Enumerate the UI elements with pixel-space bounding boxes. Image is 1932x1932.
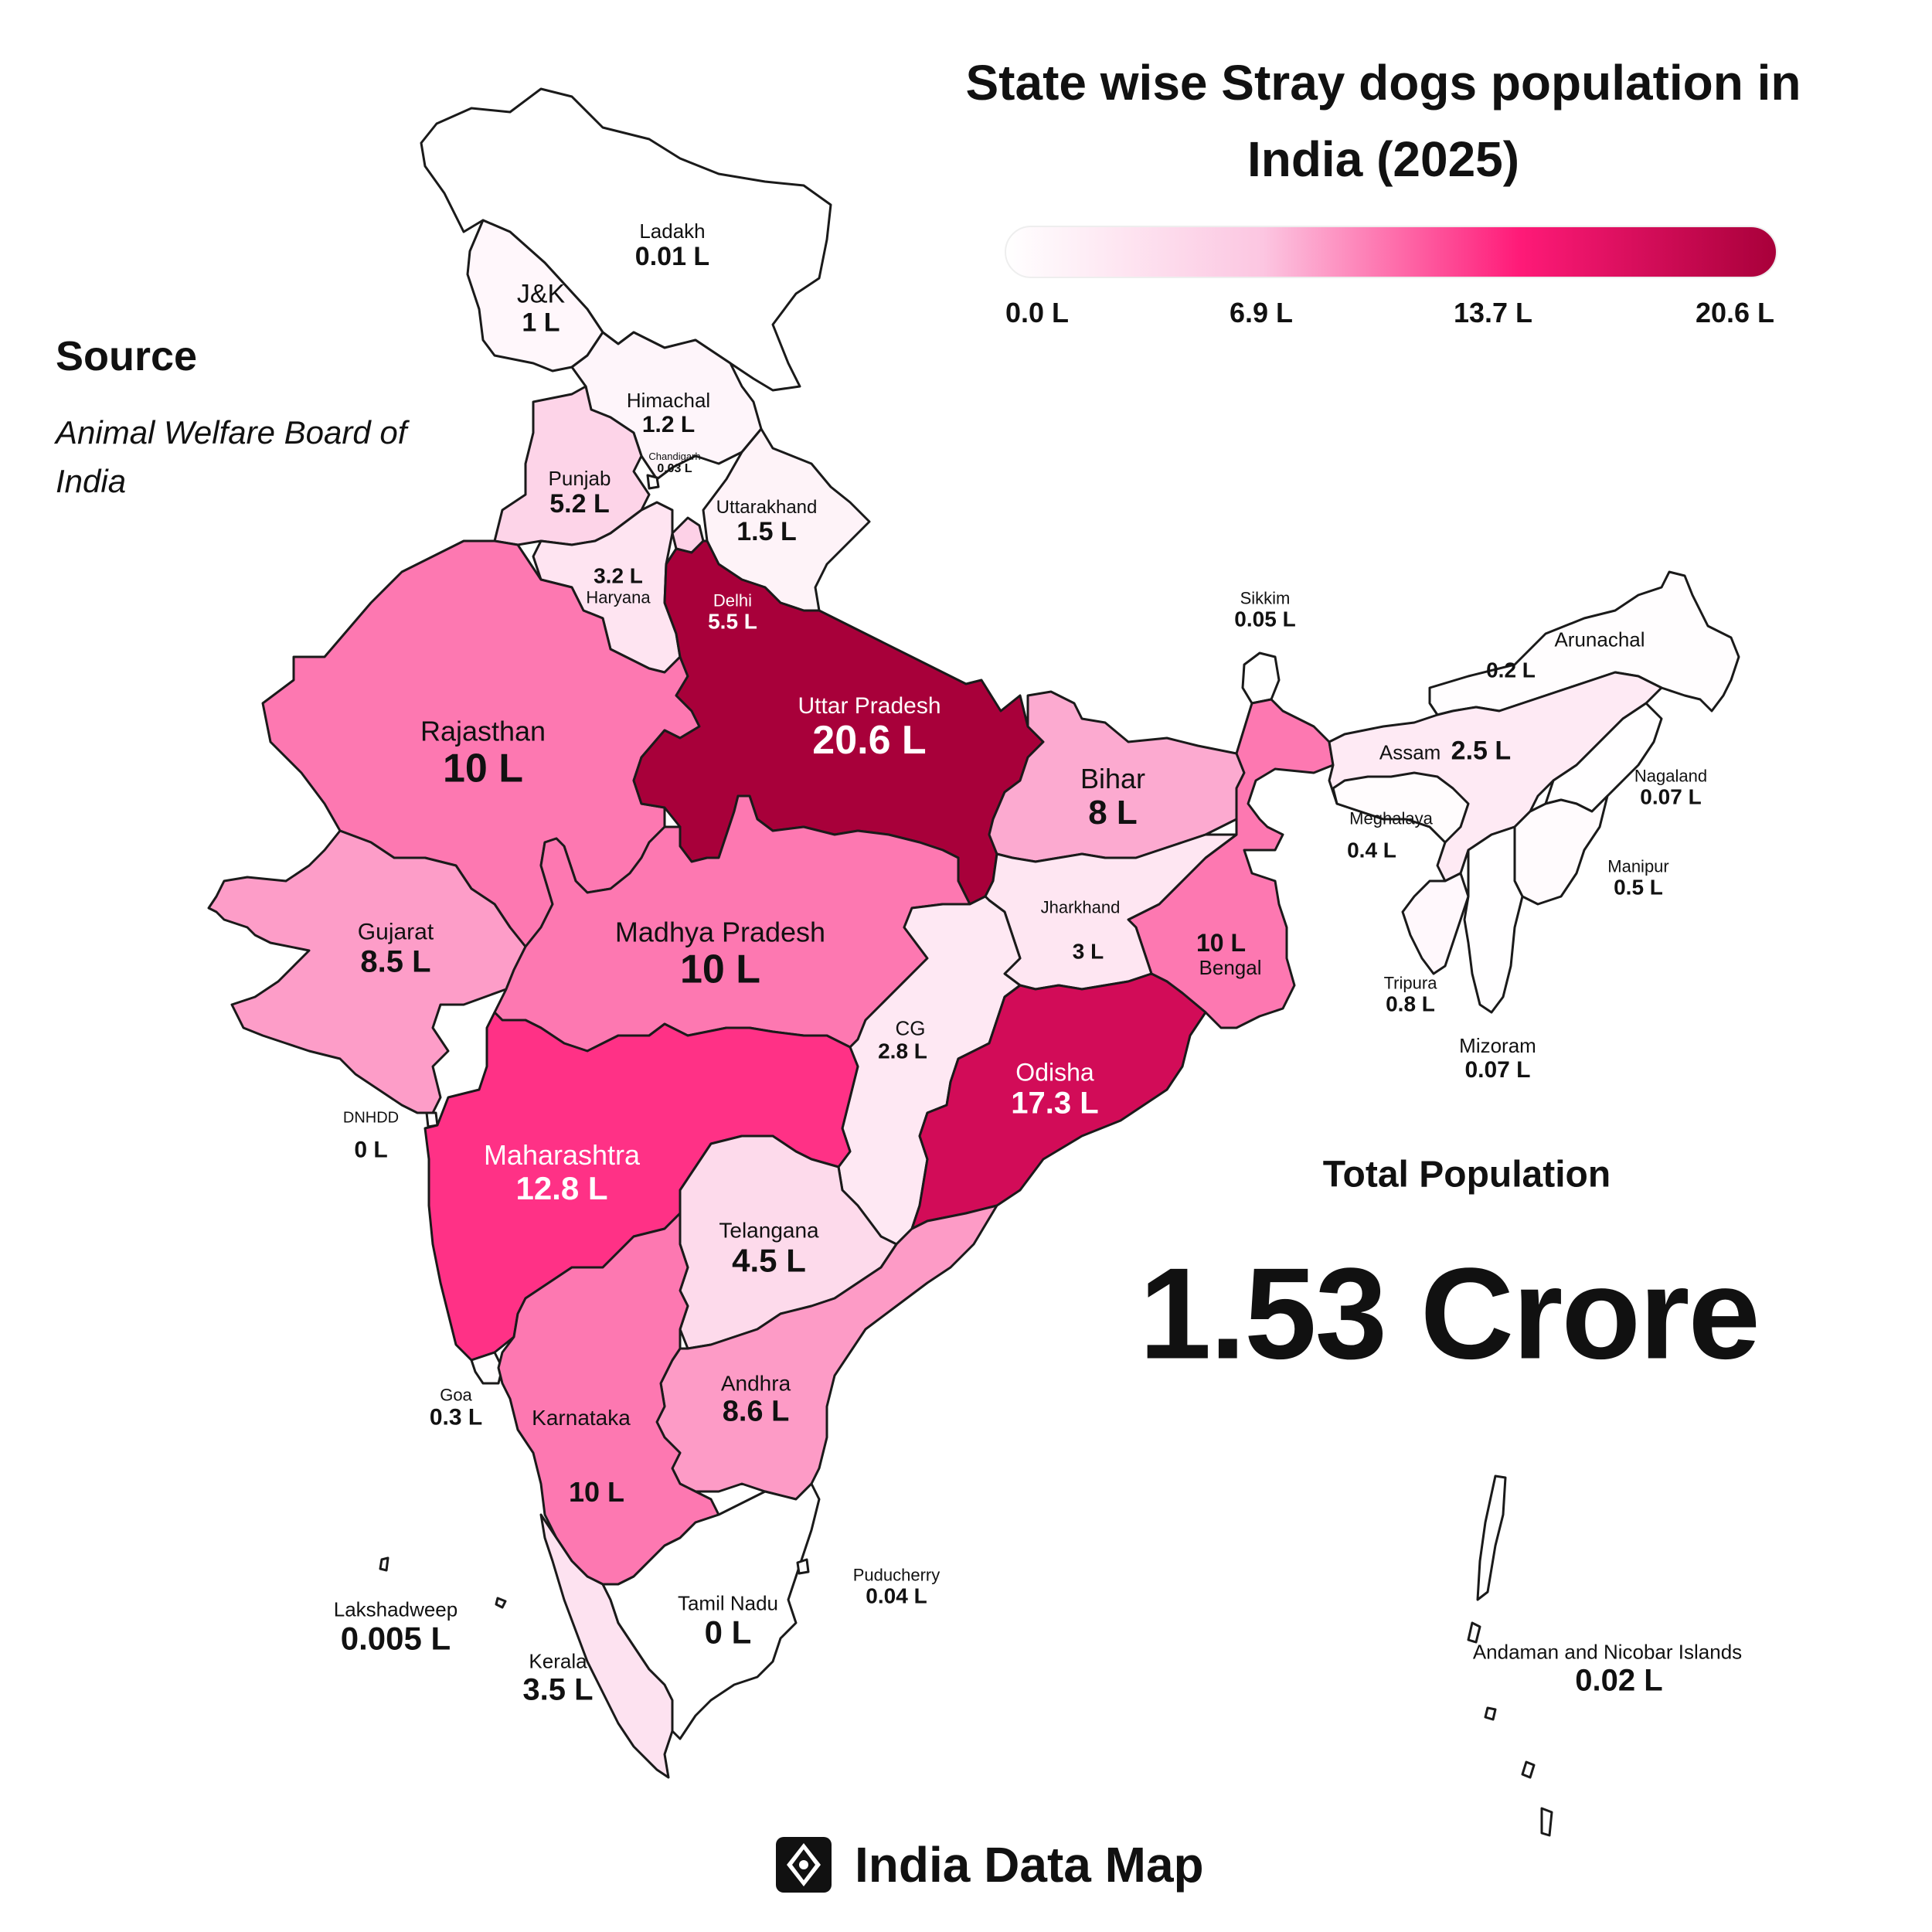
region-karnataka[interactable] [497,1212,720,1586]
label-up: Uttar Pradesh 20.6 L [798,692,941,763]
region-goa[interactable] [470,1351,504,1385]
label-arunachal: Arunachal 0.2 L [1486,628,1645,682]
region-nagaland[interactable] [1544,702,1663,813]
compass-diamond-icon [776,1837,832,1893]
label-maharashtra: Maharashtra 12.8 L [483,1139,641,1206]
label-meghalaya: Meghalaya 0.4 L [1347,808,1433,862]
page-title: State wise Stray dogs population in Indi… [965,55,1801,188]
region-kerala[interactable] [539,1513,674,1779]
source-text: Animal Welfare Board of India [56,414,407,499]
region-tamilnadu[interactable] [601,1482,821,1740]
label-cg: CG 2.8 L [878,1016,927,1063]
region-tripura[interactable] [1401,872,1470,975]
label-bihar: Bihar 8 L [1080,763,1146,832]
label-andhra: Andhra 8.6 L [720,1371,791,1428]
total-population-label: Total Population [1322,1154,1611,1196]
label-ladakh: Ladakh 0.01 L [634,219,710,271]
label-himachal: Himachal 1.2 L [626,389,711,437]
label-sikkim: Sikkim 0.05 L [1234,588,1296,631]
label-odisha: Odisha 17.3 L [1011,1058,1099,1121]
region-odisha[interactable] [910,972,1207,1230]
label-assam: Assam 2.5 L [1379,736,1512,766]
region-sikkim[interactable] [1241,651,1281,705]
label-uttarakhand: Uttarakhand 1.5 L [716,497,818,547]
region-andaman[interactable] [1467,1475,1553,1837]
region-jk[interactable] [466,219,604,372]
legend-tick-1: 6.9 L [1229,297,1294,328]
label-tripura: Tripura 0.8 L [1383,973,1437,1016]
label-rajasthan: Rajasthan 10 L [420,715,546,791]
region-gujarat[interactable] [207,829,527,1114]
legend-color-scale [1005,226,1777,278]
label-andaman: Andaman and Nicobar Islands 0.02 L [1472,1640,1743,1698]
legend-tick-2: 13.7 L [1453,297,1533,328]
label-nagaland: Nagaland 0.07 L [1634,766,1708,809]
label-lakshadweep: Lakshadweep 0.005 L [333,1597,458,1657]
label-manipur: Manipur 0.5 L [1607,856,1669,900]
total-population-value: 1.53 Crore [1139,1240,1760,1386]
label-gujarat: Gujarat 8.5 L [357,919,434,979]
region-puducherry[interactable] [796,1558,810,1575]
label-goa: Goa 0.3 L [429,1385,483,1430]
label-chandigarh: Chandigarh 0.03 L [648,451,701,476]
brand-name: India Data Map [855,1837,1204,1893]
label-jk: J&K 1 L [516,279,566,338]
legend-tick-min: 0.0 L [1005,297,1070,328]
region-mizoram[interactable] [1463,825,1524,1014]
legend-tick-max: 20.6 L [1695,297,1775,328]
label-haryana: 3.2 L Haryana [586,563,651,607]
label-mp: Madhya Pradesh 10 L [614,916,826,992]
label-bengal: 10 L Bengal [1196,929,1262,980]
region-meghalaya[interactable] [1332,771,1470,844]
label-puducherry: Puducherry 0.04 L [852,1565,940,1608]
label-kerala: Kerala 3.5 L [522,1649,594,1707]
label-jharkhand: Jharkhand 3 L [1040,897,1121,964]
region-chandigarh[interactable] [646,474,660,490]
label-mizoram: Mizoram 0.07 L [1459,1034,1536,1083]
region-lakshadweep[interactable] [379,1556,507,1609]
label-telangana: Telangana 4.5 L [719,1218,819,1279]
label-punjab: Punjab 5.2 L [548,467,611,519]
source-heading: Source [56,333,198,379]
label-delhi: Delhi 5.5 L [708,590,757,634]
label-karnataka: Karnataka 10 L [532,1405,631,1508]
label-tamilnadu: Tamil Nadu 0 L [677,1591,779,1651]
brand-footer: India Data Map [773,1832,1204,1898]
region-manipur[interactable] [1513,794,1609,906]
label-dnhdd: DNHDD 0 L [342,1109,400,1163]
